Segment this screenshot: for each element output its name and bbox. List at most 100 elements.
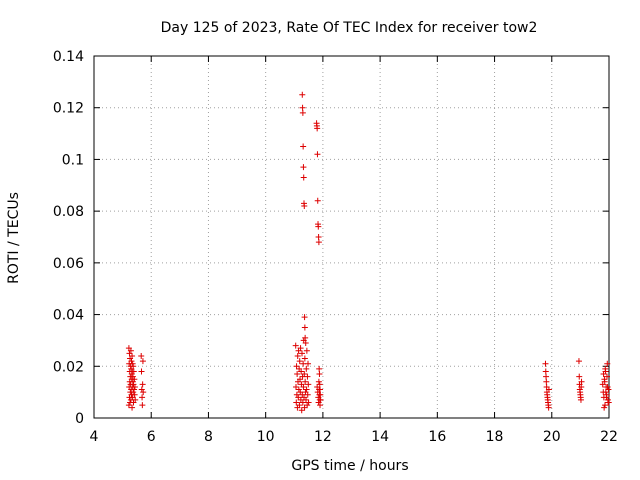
- data-point: [300, 164, 307, 171]
- y-tick-label: 0.04: [53, 308, 84, 324]
- x-tick-label: 6: [147, 429, 156, 445]
- data-point: [316, 381, 323, 388]
- x-tick-label: 14: [371, 429, 389, 445]
- data-point: [305, 360, 312, 367]
- data-point: [298, 407, 305, 414]
- data-point: [601, 378, 608, 385]
- data-point: [138, 352, 145, 359]
- y-tick-label: 0.1: [62, 152, 84, 168]
- data-point: [545, 404, 552, 411]
- data-point: [314, 151, 321, 158]
- data-point: [304, 373, 311, 380]
- data-point: [129, 352, 136, 359]
- data-point: [578, 378, 585, 385]
- x-tick-label: 4: [90, 429, 99, 445]
- data-point: [542, 368, 549, 375]
- x-tick-labels: 4 6 8 10 12 14 16 18 20 22: [90, 429, 618, 445]
- data-point: [300, 383, 307, 390]
- data-point: [299, 399, 306, 406]
- data-point: [129, 373, 136, 380]
- data-point: [293, 391, 300, 398]
- x-tick-label: 20: [543, 429, 561, 445]
- data-point: [543, 373, 550, 380]
- y-axis-title: ROTI / TECUs: [6, 192, 22, 284]
- data-point: [301, 202, 308, 209]
- data-point: [315, 223, 322, 230]
- y-tick-label: 0.06: [53, 256, 84, 272]
- x-tick-label: 22: [600, 429, 618, 445]
- plot-frame: [93, 55, 610, 419]
- data-point: [315, 378, 322, 385]
- data-point: [301, 371, 308, 378]
- data-point: [545, 386, 552, 393]
- data-point: [130, 368, 137, 375]
- data-point: [297, 345, 304, 352]
- data-point: [298, 368, 305, 375]
- data-point: [299, 104, 306, 111]
- data-point: [577, 396, 584, 403]
- data-point: [315, 394, 322, 401]
- data-point: [129, 378, 136, 385]
- data-point: [601, 404, 608, 411]
- y-tick-label: 0.12: [53, 101, 84, 117]
- data-point: [315, 399, 322, 406]
- chart-title: Day 125 of 2023, Rate Of TEC Index for r…: [161, 20, 538, 36]
- data-point: [304, 391, 311, 398]
- data-point: [601, 402, 608, 409]
- data-point: [302, 334, 309, 341]
- data-point: [605, 399, 612, 406]
- data-point: [138, 368, 145, 375]
- data-point: [125, 402, 132, 409]
- data-point: [316, 396, 323, 403]
- y-tick-label: 0.08: [53, 204, 84, 220]
- data-point: [303, 396, 310, 403]
- y-tick-label: 0.02: [53, 359, 84, 375]
- data-point: [126, 350, 133, 357]
- data-point: [131, 391, 138, 398]
- data-point: [302, 378, 309, 385]
- grid: [94, 56, 609, 418]
- data-point: [131, 386, 138, 393]
- data-point: [576, 373, 583, 380]
- data-point: [315, 234, 322, 240]
- x-tick-label: 12: [314, 429, 332, 445]
- data-point: [315, 239, 322, 246]
- data-point: [138, 386, 145, 393]
- data-point: [305, 399, 312, 406]
- data-point: [127, 347, 134, 354]
- data-point: [602, 389, 609, 396]
- y-tick-labels: 0 0.02 0.04 0.06 0.08 0.1 0.12 0.14: [53, 49, 84, 427]
- data-points: [125, 91, 612, 414]
- x-tick-label: 18: [486, 429, 504, 445]
- data-point: [301, 355, 308, 362]
- data-point: [316, 386, 323, 393]
- data-point: [297, 376, 303, 383]
- data-point: [300, 143, 307, 150]
- data-point: [604, 383, 611, 390]
- data-point: [132, 396, 139, 403]
- data-point: [130, 389, 137, 396]
- data-point: [301, 324, 308, 331]
- data-point: [304, 402, 311, 409]
- x-axis-title: GPS time / hours: [291, 458, 408, 474]
- data-point: [293, 363, 300, 370]
- data-point: [299, 109, 306, 116]
- data-point: [295, 386, 302, 393]
- data-point: [296, 402, 303, 409]
- data-point: [139, 358, 146, 365]
- data-point: [130, 381, 137, 388]
- data-point: [602, 365, 609, 372]
- data-point: [128, 358, 135, 365]
- data-point: [129, 360, 136, 367]
- data-point: [300, 174, 307, 181]
- data-point: [293, 399, 300, 406]
- data-point: [296, 358, 303, 365]
- data-point: [303, 365, 310, 372]
- data-point: [302, 340, 309, 347]
- data-point: [294, 352, 301, 359]
- data-point: [299, 91, 306, 98]
- data-point: [604, 360, 611, 367]
- data-point: [129, 404, 136, 411]
- data-point: [301, 404, 308, 411]
